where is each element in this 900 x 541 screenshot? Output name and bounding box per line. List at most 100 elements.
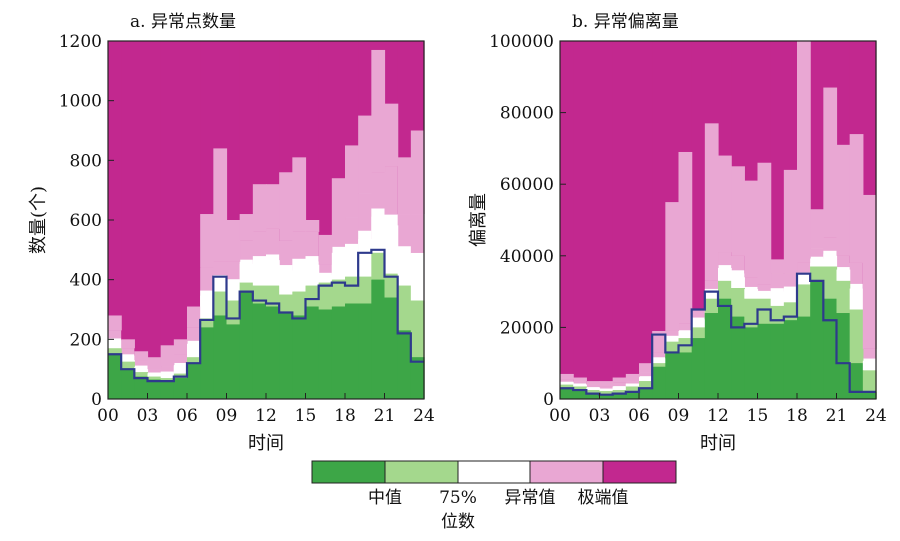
b-p75-band (862, 370, 877, 392)
panel-b-y-ticks: 0 20000 40000 60000 80000 100000 (489, 32, 566, 410)
a-extreme-bar (226, 41, 241, 262)
a-p75-band (160, 378, 175, 382)
b-extreme-bar (639, 41, 653, 373)
b-white-band (836, 269, 851, 281)
a-white-band (173, 364, 188, 374)
a-upper-band (358, 115, 372, 194)
b-p75-band (810, 266, 824, 281)
b-y-tick-label: 100000 (489, 32, 554, 52)
a-extreme-bar (147, 41, 162, 370)
a-x-tick-label: 09 (216, 406, 238, 426)
legend-swatch-p75 (384, 460, 459, 484)
b-upper-band (849, 134, 864, 263)
b-white-band (599, 389, 614, 392)
b-white-band (678, 331, 693, 339)
panel-b-y-label: 偏离量 (468, 193, 489, 247)
b-extreme-bar (586, 41, 601, 385)
a-median-band (410, 357, 425, 399)
b-median-band (797, 316, 811, 399)
a-median-band (384, 297, 399, 399)
a-upper-band (331, 178, 346, 220)
b-median-band (652, 366, 666, 399)
a-upper-band (160, 345, 175, 367)
a-white-band (200, 295, 214, 319)
a-y-tick-label: 200 (70, 330, 102, 350)
b-median-band (639, 388, 653, 399)
a-white-band (384, 225, 399, 274)
a-extreme-bar (305, 41, 320, 232)
a-median-band (358, 303, 372, 399)
panel-b-x-ticks: 00 03 06 09 12 15 18 21 24 (549, 393, 887, 426)
legend-swatch-anomaly (457, 460, 531, 484)
legend-label-p75-line2: 位数 (441, 512, 475, 532)
a-upper-band (345, 145, 359, 218)
a-upper-band (410, 130, 425, 215)
b-median-band (810, 280, 824, 399)
b-extreme-bar (560, 41, 574, 380)
b-x-tick-label: 06 (628, 406, 650, 426)
b-median-band (718, 298, 732, 399)
a-median-band (318, 309, 333, 399)
a-upper-band (318, 234, 333, 265)
a-extreme-bar (121, 41, 135, 349)
panel-a-x-ticks: 00 03 06 09 12 15 18 21 24 (97, 393, 435, 426)
b-median-band (678, 352, 693, 399)
a-median-band (160, 381, 175, 399)
b-x-tick-label: 12 (707, 406, 729, 426)
a-y-tick-label: 0 (91, 390, 102, 410)
b-white-band (652, 358, 666, 364)
b-white-band (560, 382, 574, 385)
a-p75-band (200, 318, 214, 328)
b-extreme-bar (612, 41, 627, 383)
a-p75-band (410, 300, 425, 358)
a-white-band (292, 264, 307, 292)
b-x-tick-label: 24 (865, 406, 887, 426)
b-p75-band (797, 284, 811, 317)
legend-label-anomaly: 异常值 (505, 488, 556, 508)
a-upper-band (173, 339, 188, 355)
b-upper-band (586, 381, 601, 385)
b-upper-band (810, 209, 824, 249)
a-upper-band (121, 339, 135, 349)
a-median-band (266, 306, 280, 399)
a-p75-band (252, 285, 267, 304)
b-white-band (810, 258, 824, 267)
a-white-band (213, 278, 228, 292)
a-median-band (279, 312, 293, 399)
a-upper-band (226, 220, 241, 262)
a-white-band (358, 239, 372, 277)
b-median-band (770, 323, 785, 399)
b-white-band (573, 384, 587, 387)
a-p75-band (239, 282, 254, 292)
a-upper-band (134, 351, 149, 361)
a-upper-band (147, 357, 162, 370)
a-p75-band (147, 376, 162, 380)
a-y-tick-label: 1000 (59, 92, 102, 112)
b-median-band (586, 393, 601, 399)
a-upper-band (292, 157, 307, 232)
a-p75-band (397, 285, 412, 331)
b-upper-band (823, 87, 838, 238)
b-upper-band (757, 162, 772, 285)
panel-a-title: a. 异常点数量 (130, 12, 236, 32)
b-white-band (625, 384, 640, 387)
a-median-band (397, 330, 412, 399)
b-p75-band (757, 298, 772, 324)
panel-a-marks (108, 41, 425, 400)
a-p75-band (358, 276, 372, 304)
b-x-tick-label: 18 (786, 406, 808, 426)
a-white-band (239, 263, 254, 283)
b-y-tick-label: 80000 (500, 104, 554, 124)
b-p75-band (560, 384, 574, 389)
b-y-tick-label: 40000 (500, 247, 554, 267)
b-median-band (704, 313, 719, 399)
panel-b-title: b. 异常偏离量 (572, 12, 679, 32)
a-white-band (410, 261, 425, 301)
a-upper-band (252, 184, 267, 232)
a-extreme-bar (187, 41, 201, 328)
a-p75-band (226, 300, 241, 325)
a-x-tick-label: 06 (176, 406, 198, 426)
legend-label-median: 中值 (368, 488, 402, 508)
a-white-band (371, 216, 386, 253)
b-white-band (731, 273, 745, 289)
